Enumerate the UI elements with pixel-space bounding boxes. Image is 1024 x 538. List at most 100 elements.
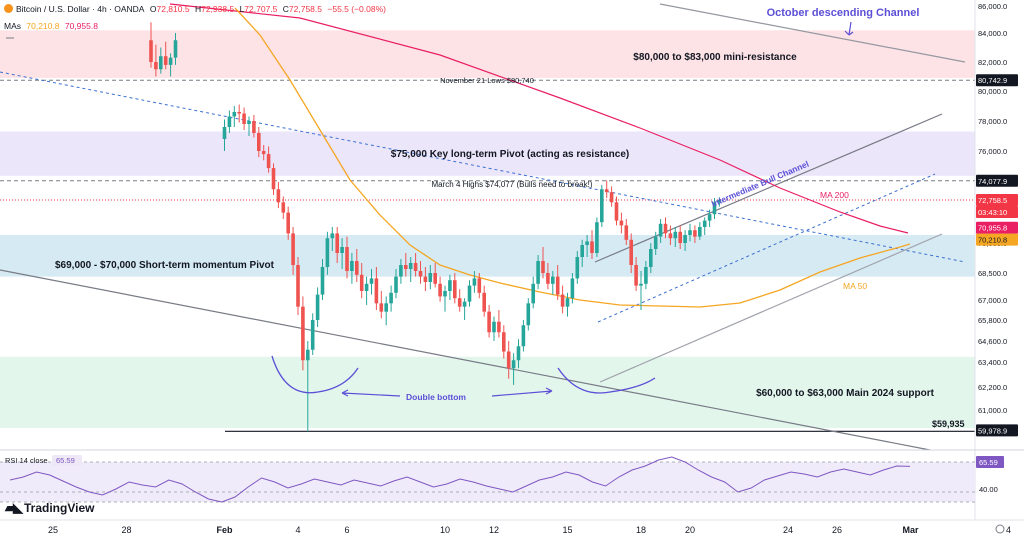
candle-body[interactable] xyxy=(487,311,491,333)
candle-body[interactable] xyxy=(580,245,584,257)
candle-body[interactable] xyxy=(418,271,423,277)
candle-body[interactable] xyxy=(394,276,398,293)
candle-body[interactable] xyxy=(702,220,707,227)
candle-body[interactable] xyxy=(604,189,609,193)
candle-body[interactable] xyxy=(717,200,722,203)
candle-body[interactable] xyxy=(408,263,413,269)
candle-body[interactable] xyxy=(585,241,589,245)
candle-body[interactable] xyxy=(482,292,486,312)
rsi-title[interactable]: RSI 14 close xyxy=(5,456,48,465)
candle-body[interactable] xyxy=(614,202,619,221)
candle-body[interactable] xyxy=(546,273,550,284)
candle-body[interactable] xyxy=(404,265,408,269)
candle-body[interactable] xyxy=(443,291,447,297)
settings-gear-icon[interactable] xyxy=(995,524,1005,534)
candle-body[interactable] xyxy=(364,283,369,291)
candle-body[interactable] xyxy=(462,301,467,307)
candle-body[interactable] xyxy=(335,233,339,253)
candle-body[interactable] xyxy=(624,225,629,240)
candle-body[interactable] xyxy=(384,303,388,312)
candle-body[interactable] xyxy=(296,265,300,307)
candle-body[interactable] xyxy=(673,231,678,239)
candle-body[interactable] xyxy=(340,247,344,253)
candle-body[interactable] xyxy=(453,280,457,299)
candle-body[interactable] xyxy=(521,325,526,347)
candle-body[interactable] xyxy=(149,40,153,62)
candle-body[interactable] xyxy=(492,321,496,333)
candle-body[interactable] xyxy=(629,239,633,265)
candle-body[interactable] xyxy=(413,263,418,271)
candle-body[interactable] xyxy=(634,265,638,286)
candle-body[interactable] xyxy=(350,261,354,271)
candle-body[interactable] xyxy=(619,220,624,226)
candle-body[interactable] xyxy=(428,273,433,282)
candle-body[interactable] xyxy=(433,273,437,284)
candle-body[interactable] xyxy=(286,212,290,234)
candle-body[interactable] xyxy=(173,40,178,58)
candle-body[interactable] xyxy=(399,265,403,277)
candle-body[interactable] xyxy=(222,127,227,139)
candle-body[interactable] xyxy=(252,121,256,133)
candle-body[interactable] xyxy=(168,57,173,65)
candle-body[interactable] xyxy=(310,320,315,350)
candle-body[interactable] xyxy=(467,285,472,302)
candle-body[interactable] xyxy=(345,247,349,271)
candle-body[interactable] xyxy=(355,261,359,275)
candle-body[interactable] xyxy=(506,351,511,369)
candle-body[interactable] xyxy=(678,231,682,243)
candle-body[interactable] xyxy=(600,189,604,223)
candle-body[interactable] xyxy=(159,56,163,70)
candle-body[interactable] xyxy=(438,283,442,297)
candle-body[interactable] xyxy=(163,56,168,65)
candle-body[interactable] xyxy=(693,230,697,237)
candle-body[interactable] xyxy=(712,202,717,215)
candle-body[interactable] xyxy=(457,298,462,307)
candle-body[interactable] xyxy=(359,274,364,291)
candle-body[interactable] xyxy=(653,236,658,249)
candle-body[interactable] xyxy=(232,112,237,117)
candle-body[interactable] xyxy=(649,249,653,267)
candle-body[interactable] xyxy=(688,230,692,235)
candle-body[interactable] xyxy=(330,233,335,239)
candle-body[interactable] xyxy=(526,303,531,326)
candle-body[interactable] xyxy=(668,233,673,239)
candle-body[interactable] xyxy=(555,276,560,295)
candle-body[interactable] xyxy=(707,214,712,221)
candle-body[interactable] xyxy=(266,154,271,169)
candle-body[interactable] xyxy=(291,233,295,265)
candle-body[interactable] xyxy=(281,202,286,213)
candle-body[interactable] xyxy=(516,346,521,361)
candle-body[interactable] xyxy=(276,189,281,203)
candle-body[interactable] xyxy=(536,261,540,284)
candle-body[interactable] xyxy=(379,303,384,312)
candle-body[interactable] xyxy=(609,192,614,203)
candle-body[interactable] xyxy=(301,306,305,361)
candle-body[interactable] xyxy=(306,349,310,361)
candle-body[interactable] xyxy=(644,267,648,284)
tradingview-logo[interactable]: ▰◣ TradingView xyxy=(5,500,94,516)
candle-body[interactable] xyxy=(497,321,501,333)
candle-body[interactable] xyxy=(389,292,393,304)
candle-body[interactable] xyxy=(374,278,379,304)
candle-body[interactable] xyxy=(369,278,374,284)
candle-body[interactable] xyxy=(227,116,232,128)
candle-body[interactable] xyxy=(472,278,477,286)
candle-body[interactable] xyxy=(639,283,643,286)
candle-body[interactable] xyxy=(595,222,599,253)
candle-body[interactable] xyxy=(502,332,506,352)
candle-body[interactable] xyxy=(565,298,570,307)
candle-body[interactable] xyxy=(261,151,266,155)
candle-body[interactable] xyxy=(325,238,330,267)
candle-body[interactable] xyxy=(242,113,246,125)
candle-body[interactable] xyxy=(271,168,276,190)
candle-body[interactable] xyxy=(590,241,594,253)
candle-body[interactable] xyxy=(477,278,482,293)
candle-body[interactable] xyxy=(511,360,516,369)
candle-body[interactable] xyxy=(575,257,580,279)
candle-body[interactable] xyxy=(315,294,320,320)
candle-body[interactable] xyxy=(237,112,241,114)
candle-body[interactable] xyxy=(658,223,663,237)
candle-body[interactable] xyxy=(541,261,545,273)
candle-body[interactable] xyxy=(531,283,535,304)
